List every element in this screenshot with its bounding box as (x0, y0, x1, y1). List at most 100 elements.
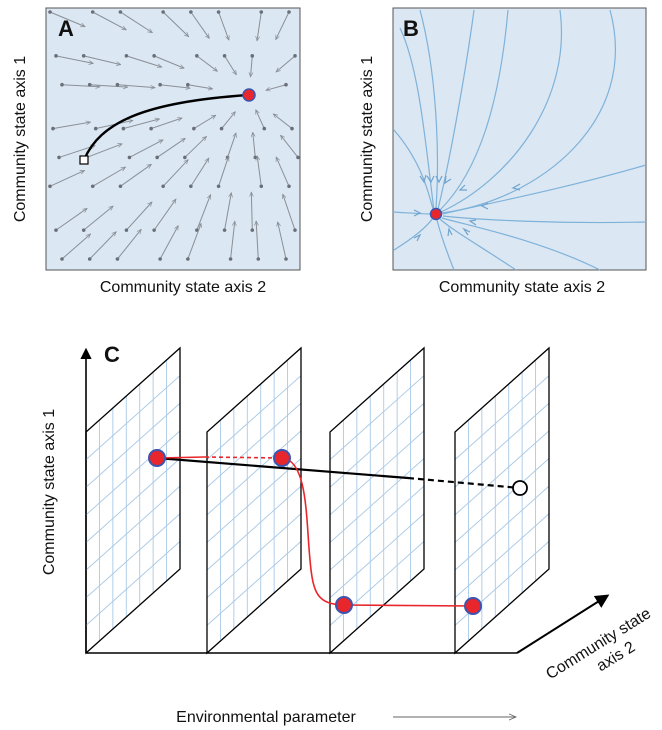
plane-grid-line (329, 430, 425, 516)
plane-grid-line (85, 485, 181, 571)
field-arrow-origin (216, 184, 221, 189)
field-arrow-origin (121, 126, 126, 131)
field-arrow (86, 144, 122, 158)
field-arrow (52, 122, 90, 130)
plane-grid-line (329, 458, 425, 543)
field-arrow (120, 164, 151, 187)
field-arrow-origin (60, 82, 64, 87)
panel-a-arrow-field (48, 10, 300, 261)
plane-outline (454, 346, 550, 655)
field-arrow-origin (81, 54, 86, 58)
flow-arrowhead (426, 175, 435, 184)
field-arrow (49, 11, 85, 27)
field-arrow-origin (222, 54, 227, 58)
panel-b-flow-line (393, 129, 434, 210)
field-arrow-origin (259, 10, 264, 14)
plane-outline (329, 346, 425, 655)
field-arrow-origin (219, 126, 224, 131)
field-arrow (159, 226, 179, 260)
plane-grid-line (206, 485, 302, 571)
field-arrow (230, 221, 235, 260)
field-arrow-origin (149, 126, 153, 131)
panel-b-flow-line (439, 218, 517, 271)
panel-b-flow-line (436, 219, 455, 271)
panel-c-black-path-solid (156, 456, 409, 480)
field-arrow-origin (152, 54, 156, 58)
field-arrow (257, 156, 262, 187)
field-arrow (120, 11, 152, 33)
field-arrow (61, 84, 100, 87)
panel-c-equilibrium-2 (273, 449, 291, 467)
field-arrow-origin (118, 184, 123, 189)
panel-a-equilibrium (242, 88, 256, 102)
field-arrow (83, 55, 121, 65)
panel-a-trajectory (82, 93, 249, 161)
field-arrow-origin (250, 228, 255, 232)
field-arrow-origin (54, 54, 58, 58)
plane-grid-line (206, 375, 302, 460)
panel-b-flow-line (439, 9, 509, 211)
field-arrow (89, 232, 116, 260)
field-arrow-origin (57, 155, 61, 160)
plane-grid-line (85, 513, 181, 599)
panel-b-y-axis-label: Community state axis 1 (359, 56, 376, 222)
field-arrow-origin (216, 10, 221, 14)
panel-b-x-axis-label: Community state axis 2 (439, 279, 605, 296)
field-arrow (283, 194, 296, 231)
panel-b-equilibrium (429, 207, 443, 221)
field-arrow (156, 138, 185, 158)
panel-b: B (359, 7, 647, 296)
panel-c-red-path-dashed (204, 456, 283, 459)
field-arrow-origin (284, 257, 288, 261)
flow-arrowhead (462, 227, 471, 236)
field-arrow-origin (115, 82, 120, 87)
field-arrow-origin (186, 257, 190, 261)
field-arrow-origin (48, 10, 52, 14)
panel-c-y-axis-label: Community state axis 1 (41, 409, 58, 575)
plane-grid-line (454, 513, 550, 599)
field-arrow-origin (287, 10, 291, 14)
panel-a-x-axis-label: Community state axis 2 (100, 279, 266, 296)
field-arrow-origin (161, 184, 165, 189)
flow-arrowhead (468, 219, 477, 226)
panel-c-x-axis-label: Environmental parameter (176, 709, 356, 726)
field-arrow (184, 136, 207, 158)
plane-grid-line (329, 375, 425, 460)
field-arrow (224, 55, 237, 75)
field-arrow-origin (90, 184, 95, 189)
plane-outline (85, 346, 181, 655)
field-arrow (126, 55, 161, 67)
flow-arrowhead (458, 184, 467, 191)
field-arrow (255, 110, 265, 129)
panel-b-flow-line (441, 217, 601, 271)
field-arrow (92, 167, 126, 187)
flow-arrowhead (447, 227, 453, 237)
field-arrow-origin (87, 257, 92, 261)
panel-c-equilibrium-3 (335, 596, 353, 614)
field-arrow-origin (296, 155, 300, 160)
field-arrow (160, 84, 190, 88)
plane-grid-line (454, 458, 550, 543)
panel-b-flow-line (393, 217, 434, 251)
flow-arrowhead (444, 175, 452, 185)
field-arrow-origin (259, 184, 264, 189)
field-arrow (278, 222, 287, 260)
field-arrow-origin (183, 155, 187, 160)
flow-arrowhead (413, 233, 422, 242)
field-arrow (266, 84, 287, 91)
field-arrow (227, 133, 236, 158)
panel-b-flow-line (442, 215, 647, 224)
field-arrow (55, 208, 87, 231)
field-arrow (251, 192, 252, 231)
field-arrow (117, 84, 155, 88)
field-arrow (221, 112, 236, 129)
field-arrow-origin (161, 10, 165, 14)
field-arrow (193, 115, 216, 129)
field-arrow-origin (287, 184, 291, 189)
field-arrow (58, 146, 95, 158)
field-arrow-origin (250, 54, 255, 58)
panel-c-red-path-flat (343, 604, 474, 607)
field-arrow-origin (293, 228, 297, 232)
flow-arrowhead (435, 175, 443, 184)
environment-plane (206, 346, 302, 655)
